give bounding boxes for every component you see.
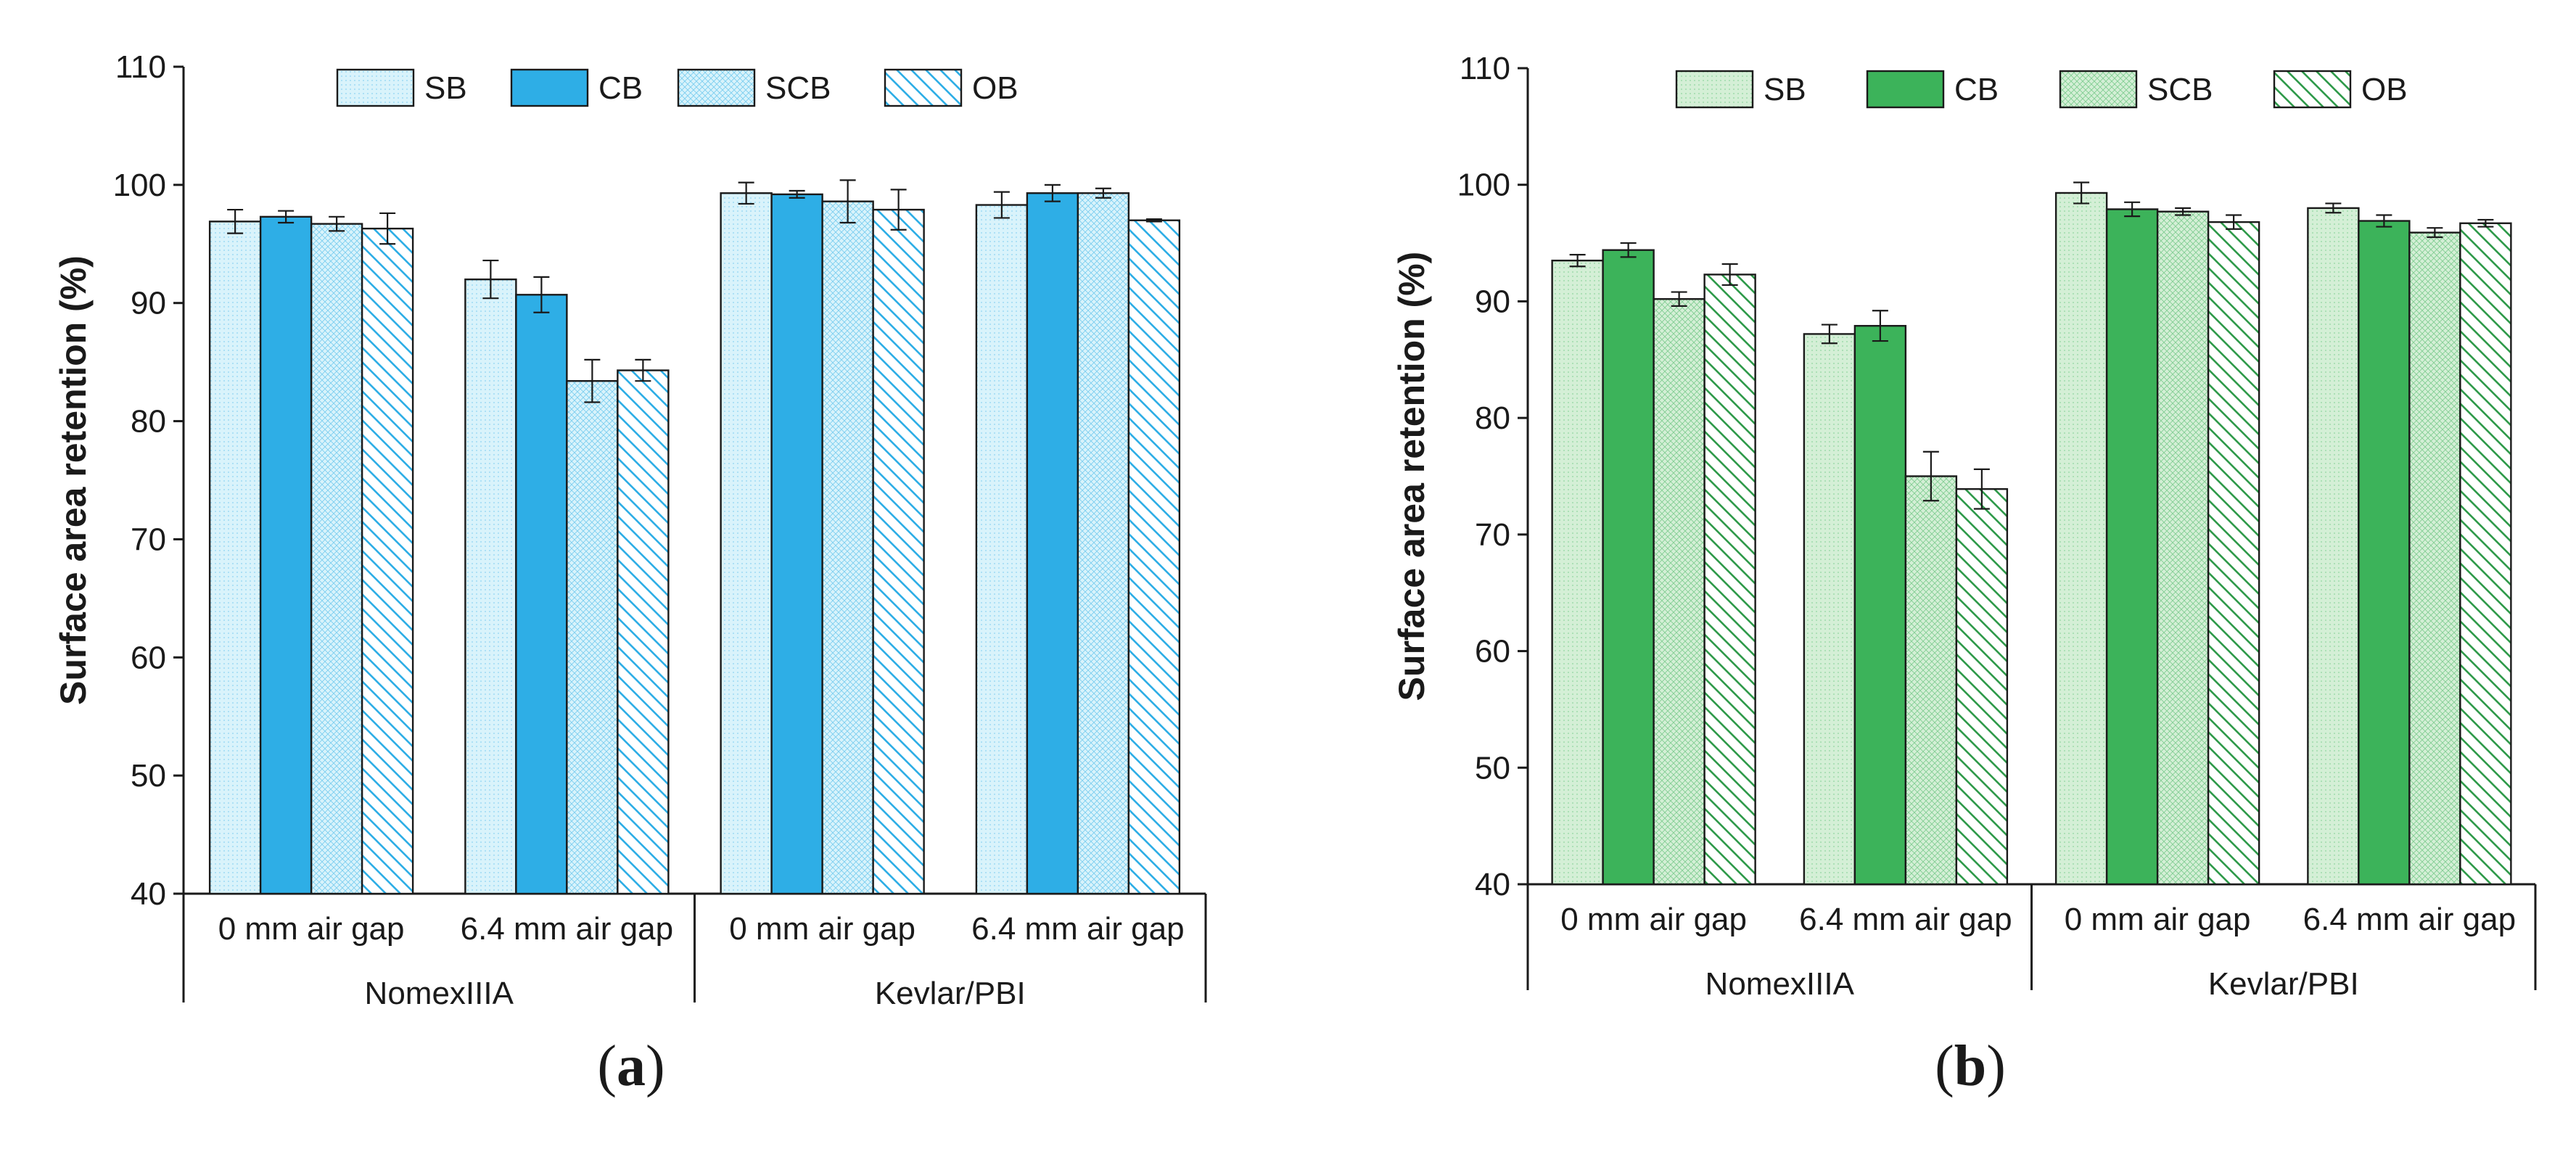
bar-cb	[515, 294, 568, 895]
bar-ob	[361, 227, 414, 895]
bar-ob	[2207, 221, 2260, 886]
bar-scb	[1904, 475, 1958, 886]
y-tick-label: 80	[1475, 400, 1510, 436]
legend-swatch-ob	[884, 68, 963, 107]
bar-ob	[1127, 219, 1181, 895]
bar-cb	[1602, 249, 1655, 886]
legend-label-ob: OB	[972, 70, 1019, 106]
category-label: 0 mm air gap	[1560, 902, 1747, 937]
bar-sb	[1803, 333, 1856, 886]
group-label: Kevlar/PBI	[875, 976, 1026, 1011]
category-label: 6.4 mm air gap	[971, 911, 1184, 947]
legend-label-cb: CB	[1954, 72, 1999, 107]
category-label: 6.4 mm air gap	[2303, 902, 2516, 937]
legend-label-scb: SCB	[765, 70, 831, 106]
legend-swatch-ob	[2273, 70, 2352, 109]
bar-sb	[208, 221, 262, 895]
y-tick-label: 40	[1475, 867, 1510, 902]
legend-label-ob: OB	[2361, 72, 2408, 107]
bar-ob	[872, 208, 925, 895]
bar-sb	[464, 278, 517, 895]
panel-label-a: (a)	[597, 1034, 665, 1098]
y-tick-label: 60	[131, 640, 166, 675]
bar-cb	[259, 215, 313, 895]
bar-cb	[770, 193, 823, 895]
category-label: 0 mm air gap	[218, 911, 405, 947]
legend-swatch-cb	[1866, 70, 1945, 109]
bar-cb	[2358, 220, 2411, 886]
chart-panel-a: 40 50 60 70 80 90 100 110 Surface area retention…	[53, 49, 1207, 1011]
legend-swatch-scb	[677, 68, 756, 107]
y-tick-label: 70	[131, 522, 166, 557]
bar-scb	[566, 380, 619, 895]
panel-label-b: (b)	[1935, 1034, 2006, 1098]
bar-scb	[1077, 192, 1130, 895]
bar-ob	[617, 369, 670, 895]
bar-sb	[2307, 207, 2360, 886]
bar-scb	[821, 200, 874, 895]
category-label: 6.4 mm air gap	[1799, 902, 2012, 937]
bar-cb	[1853, 324, 1907, 886]
bar-sb	[720, 192, 773, 895]
y-tick-label: 50	[1475, 750, 1510, 786]
bar-scb	[2156, 210, 2210, 886]
y-tick-label: 90	[1475, 284, 1510, 319]
legend-label-cb: CB	[598, 70, 643, 106]
bar-scb	[2408, 231, 2461, 886]
y-tick-label: 110	[1460, 51, 1510, 86]
y-tick-label: 110	[115, 49, 166, 85]
group-label: Kevlar/PBI	[2208, 966, 2359, 1002]
category-label: 6.4 mm air gap	[461, 911, 673, 947]
y-tick-label: 90	[131, 286, 166, 321]
legend-swatch-sb	[1675, 70, 1754, 109]
y-tick-label: 70	[1475, 517, 1510, 553]
y-tick-label: 80	[131, 404, 166, 440]
bar-ob	[1955, 487, 2009, 886]
bar-cb	[2105, 208, 2159, 886]
bar-sb	[2054, 192, 2108, 886]
y-tick-label: 100	[113, 168, 166, 203]
legend-label-sb: SB	[1764, 72, 1806, 107]
group-label: NomexIIIA	[1705, 966, 1855, 1002]
bar-scb	[1653, 298, 1705, 886]
y-tick-label: 40	[131, 876, 166, 912]
group-label: NomexIIIA	[365, 976, 514, 1011]
legend-label-scb: SCB	[2147, 72, 2213, 107]
bar-scb	[310, 223, 363, 895]
legend-swatch-scb	[2059, 70, 2138, 109]
legend-swatch-cb	[510, 68, 589, 107]
legend-label-sb: SB	[424, 70, 467, 106]
y-tick-label: 100	[1457, 168, 1510, 203]
bar-sb	[975, 204, 1029, 895]
y-tick-label: 50	[131, 758, 166, 794]
bar-sb	[1551, 259, 1604, 886]
bar-ob	[2459, 222, 2512, 886]
y-tick-label: 60	[1475, 634, 1510, 670]
legend-swatch-sb	[336, 68, 415, 107]
y-axis-title: Surface area retention (%)	[1391, 252, 1432, 701]
bar-cb	[1026, 192, 1079, 895]
category-label: 0 mm air gap	[729, 911, 915, 947]
chart-panel-b: 40 50 60 70 80 90 100 110 Surface area retention…	[1391, 51, 2537, 1002]
y-axis-title: Surface area retention (%)	[53, 255, 94, 705]
category-label: 0 mm air gap	[2065, 902, 2251, 937]
bar-ob	[1703, 273, 1756, 886]
